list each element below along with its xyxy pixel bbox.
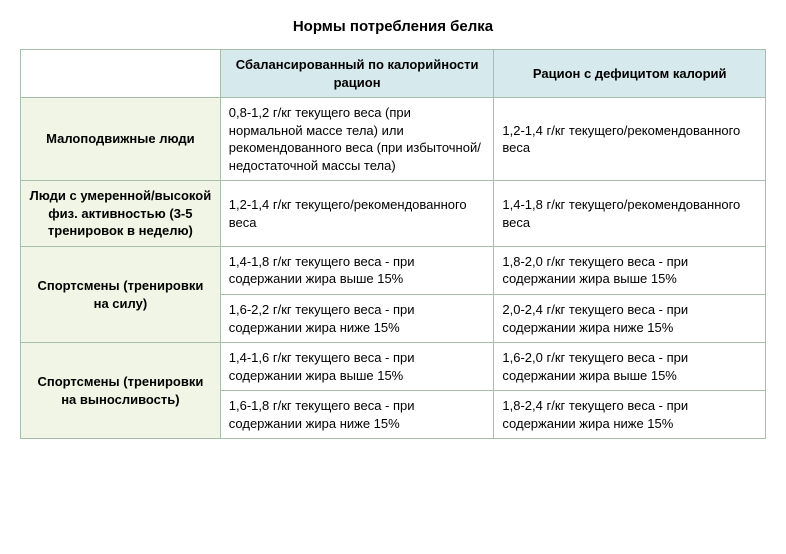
table-row: Спортсмены (тренировки на силу) 1,4-1,8 …	[21, 246, 766, 294]
page-title: Нормы потребления белка	[20, 18, 766, 35]
cell: 1,4-1,6 г/кг текущего веса - при содержа…	[220, 343, 494, 391]
cell: 1,8-2,4 г/кг текущего веса - при содержа…	[494, 391, 766, 439]
cell: 2,0-2,4 г/кг текущего веса - при содержа…	[494, 295, 766, 343]
row-label-moderate: Люди с умеренной/высокой физ. активность…	[21, 181, 221, 247]
cell: 1,2-1,4 г/кг текущего/рекомендованного в…	[220, 181, 494, 247]
cell: 1,6-2,2 г/кг текущего веса - при содержа…	[220, 295, 494, 343]
cell: 1,4-1,8 г/кг текущего веса - при содержа…	[220, 246, 494, 294]
protein-table: Сбалансированный по калорийности рацион …	[20, 49, 766, 439]
table-row: Малоподвижные люди 0,8-1,2 г/кг текущего…	[21, 98, 766, 181]
cell: 0,8-1,2 г/кг текущего веса (при нормальн…	[220, 98, 494, 181]
cell: 1,8-2,0 г/кг текущего веса - при содержа…	[494, 246, 766, 294]
cell: 1,6-1,8 г/кг текущего веса - при содержа…	[220, 391, 494, 439]
header-deficit: Рацион с дефицитом калорий	[494, 50, 766, 98]
cell: 1,2-1,4 г/кг текущего/рекомендованного в…	[494, 98, 766, 181]
header-balanced: Сбалансированный по калорийности рацион	[220, 50, 494, 98]
table-row: Спортсмены (тренировки на выносливость) …	[21, 343, 766, 391]
header-empty	[21, 50, 221, 98]
table-header-row: Сбалансированный по калорийности рацион …	[21, 50, 766, 98]
table-row: Люди с умеренной/высокой физ. активность…	[21, 181, 766, 247]
row-label-strength: Спортсмены (тренировки на силу)	[21, 246, 221, 342]
cell: 1,4-1,8 г/кг текущего/рекомендованного в…	[494, 181, 766, 247]
row-label-endurance: Спортсмены (тренировки на выносливость)	[21, 343, 221, 439]
cell: 1,6-2,0 г/кг текущего веса - при содержа…	[494, 343, 766, 391]
row-label-sedentary: Малоподвижные люди	[21, 98, 221, 181]
